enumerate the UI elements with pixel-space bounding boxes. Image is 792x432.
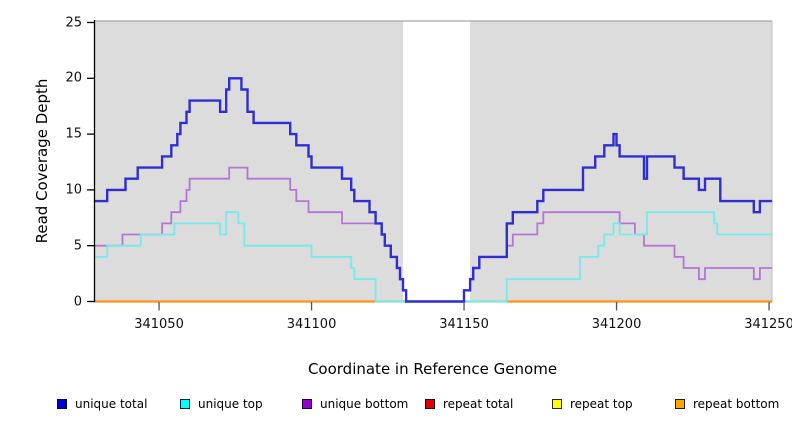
legend-item-repeat-bottom: repeat bottom: [675, 397, 779, 411]
legend-label: repeat bottom: [693, 397, 780, 411]
coverage-plot-canvas: [87, 20, 773, 311]
y-tick-label: 25: [65, 15, 82, 30]
legend-item-unique-total: unique total: [57, 397, 147, 411]
legend-item-unique-bottom: unique bottom: [302, 397, 408, 411]
legend-swatch-icon: [57, 399, 67, 409]
legend-label: unique bottom: [320, 397, 409, 411]
y-tick-label: 20: [65, 70, 82, 86]
legend-label: unique total: [75, 397, 148, 411]
x-tick-label: 341250: [744, 316, 792, 332]
x-tick-label: 341200: [591, 316, 642, 332]
x-tick-label: 341050: [134, 316, 184, 332]
y-tick-label: 15: [65, 126, 82, 142]
coverage-gap-band: [403, 21, 471, 301]
series-unique-total: [95, 77, 773, 303]
legend-swatch-icon: [425, 399, 435, 409]
x-tick-label: 341150: [439, 316, 489, 332]
x-axis-label: Coordinate in Reference Genome: [307, 360, 558, 378]
y-tick-label: 0: [73, 294, 82, 309]
y-axis-label: Read Coverage Depth: [33, 78, 51, 244]
y-tick-label: 5: [73, 238, 82, 254]
legend-label: repeat top: [570, 397, 633, 411]
legend-swatch-icon: [552, 399, 562, 409]
legend-item-unique-top: unique top: [180, 397, 263, 411]
series-unique-top: [95, 211, 773, 303]
legend-swatch-icon: [180, 399, 190, 409]
x-tick-label: 341100: [286, 316, 337, 332]
y-tick-label: 10: [65, 182, 82, 198]
legend-swatch-icon: [675, 399, 685, 409]
legend-item-repeat-top: repeat top: [552, 397, 633, 411]
legend-item-repeat-total: repeat total: [425, 397, 513, 411]
legend-swatch-icon: [302, 399, 312, 409]
legend-label: repeat total: [443, 397, 514, 411]
legend-label: unique top: [198, 397, 263, 411]
